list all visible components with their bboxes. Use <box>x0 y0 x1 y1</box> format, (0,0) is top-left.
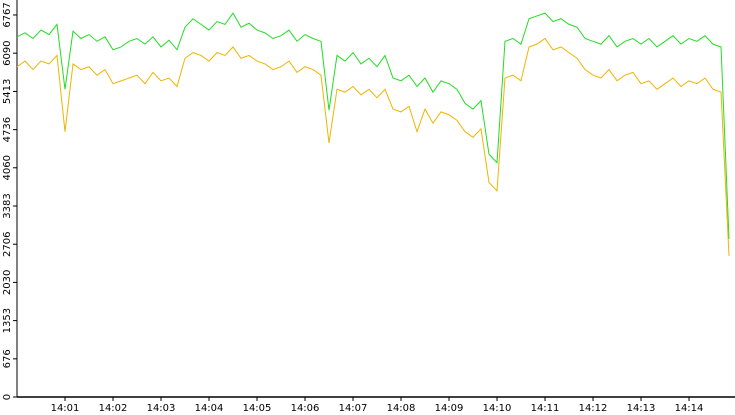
series-line <box>16 37 730 256</box>
x-tick-label: 14:01 <box>51 403 80 414</box>
x-tick-label: 14:05 <box>243 403 272 414</box>
x-tick-label: 14:09 <box>435 403 464 414</box>
y-tick-label: 676 <box>2 349 13 368</box>
y-tick-label: 2706 <box>2 232 13 257</box>
x-tick-label: 14:04 <box>195 403 224 414</box>
y-tick-label: 4736 <box>2 117 13 142</box>
y-tick-label: 6090 <box>2 40 13 65</box>
x-tick-label: 14:08 <box>387 403 416 414</box>
x-tick-label: 14:02 <box>99 403 128 414</box>
y-tick-label: 0 <box>2 394 13 400</box>
x-tick-label: 14:07 <box>339 403 368 414</box>
x-tick-label: 14:14 <box>675 403 704 414</box>
y-tick-label: 3383 <box>2 193 13 218</box>
series-line <box>16 12 730 239</box>
x-tick-label: 14:11 <box>531 403 560 414</box>
y-tick-label: 1353 <box>2 308 13 333</box>
y-tick-label: 6767 <box>2 2 13 27</box>
x-tick-label: 14:12 <box>579 403 608 414</box>
x-tick-label: 14:13 <box>627 403 656 414</box>
y-tick-label: 4060 <box>2 155 13 180</box>
x-tick-label: 14:06 <box>291 403 320 414</box>
x-tick-label: 14:03 <box>147 403 176 414</box>
y-tick-label: 5413 <box>2 79 13 104</box>
y-tick-label: 2030 <box>2 270 13 295</box>
x-tick-label: 14:10 <box>483 403 512 414</box>
